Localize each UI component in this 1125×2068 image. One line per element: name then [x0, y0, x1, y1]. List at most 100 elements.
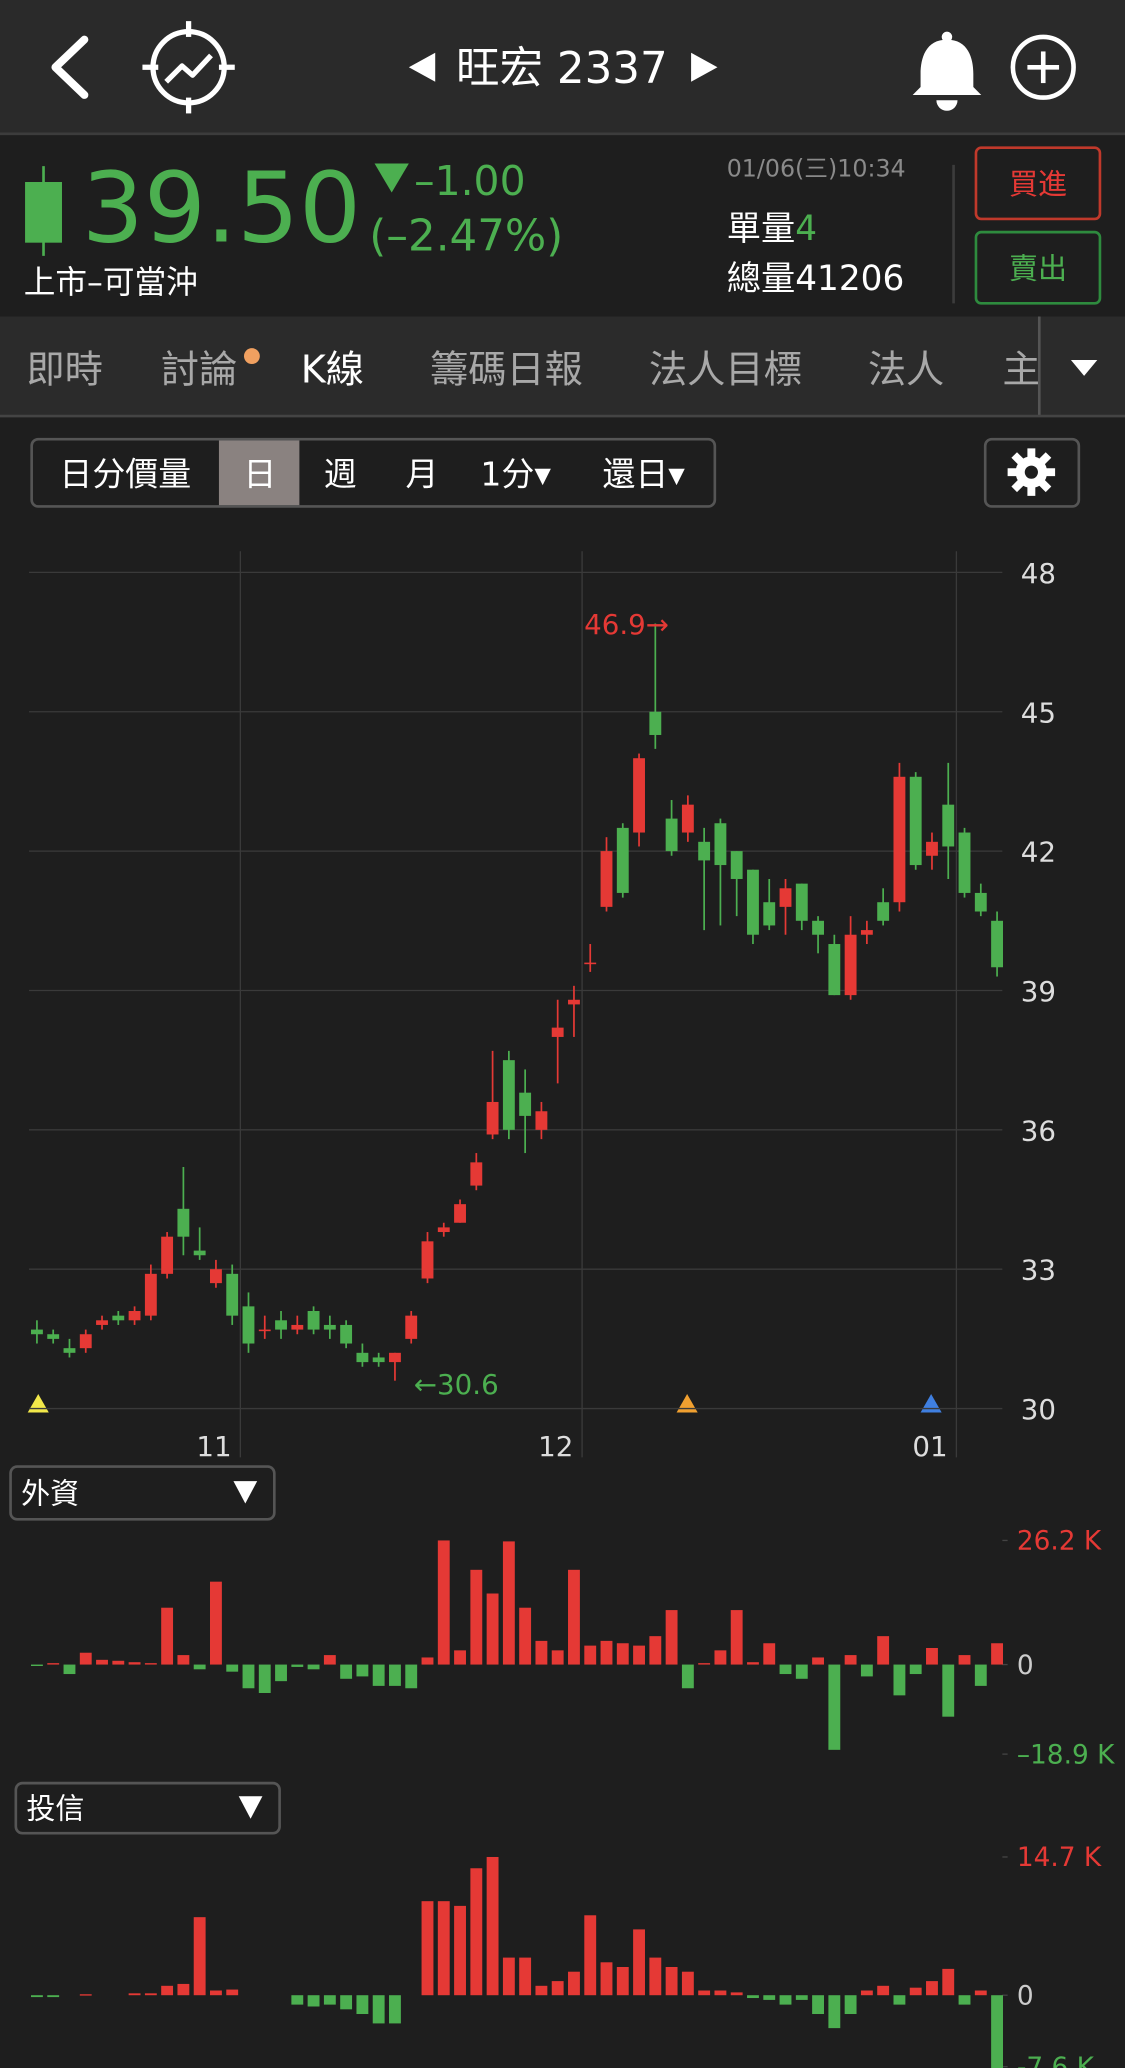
candle-body	[616, 827, 629, 893]
candle-body	[600, 851, 613, 907]
settings-button[interactable]	[983, 437, 1081, 508]
panel-arrow	[233, 1481, 258, 1504]
bar	[812, 1995, 824, 2015]
bar	[193, 1664, 206, 1670]
bar	[421, 1901, 434, 1996]
bar	[177, 1655, 190, 1665]
bar	[519, 1957, 532, 1996]
bar	[681, 1971, 694, 1996]
bar	[47, 1663, 60, 1665]
bar	[909, 1664, 922, 1675]
tab[interactable]: 主	[1002, 348, 1040, 392]
bar	[144, 1993, 157, 1996]
candle-body	[161, 1236, 174, 1274]
y-tick-label: 14.7 K	[1017, 1843, 1102, 1873]
analysis-icon[interactable]	[142, 21, 235, 114]
bar	[389, 1664, 401, 1686]
bar	[291, 1664, 304, 1667]
period[interactable]: 週	[324, 454, 357, 493]
panel-selector[interactable]	[14, 1781, 281, 1835]
candle-body	[486, 1101, 499, 1135]
bar	[730, 1610, 743, 1665]
back-button[interactable]	[51, 35, 89, 99]
bar	[30, 1664, 43, 1666]
candle-body	[844, 934, 857, 996]
add-button[interactable]	[1010, 34, 1076, 100]
bar	[714, 1650, 727, 1665]
unread-dot	[243, 348, 260, 365]
tab[interactable]: K線	[301, 348, 364, 392]
candle-body	[763, 902, 776, 926]
bar	[177, 1983, 190, 1996]
tab[interactable]: 即時	[26, 348, 102, 392]
periods: 日分價量 日 週 月 1分▾ 還日▾	[59, 454, 685, 493]
period[interactable]: 1分▾	[480, 454, 551, 493]
bar	[535, 1640, 548, 1665]
candle-body	[63, 1348, 76, 1353]
bar	[568, 1971, 580, 1996]
next-stock[interactable]	[691, 52, 718, 82]
bar	[991, 1643, 1004, 1665]
bar	[454, 1650, 466, 1665]
period[interactable]: 日	[243, 454, 276, 493]
bar	[584, 1915, 597, 1996]
bar	[616, 1643, 629, 1665]
period[interactable]: 日分價量	[59, 454, 191, 493]
bar	[161, 1985, 174, 1996]
x-tick-label: 01	[912, 1430, 947, 1463]
y-tick-label: –18.9 K	[1017, 1740, 1115, 1770]
sell-button[interactable]	[974, 230, 1102, 305]
bar	[340, 1664, 353, 1679]
bar	[226, 1989, 239, 1996]
gear-icon	[1007, 448, 1056, 496]
tab[interactable]: 討論	[161, 348, 237, 392]
period[interactable]: 還日▾	[602, 454, 685, 493]
alert-button[interactable]	[912, 31, 982, 111]
chart: 48 45 42 39 36 33 30 11 12 01 46.9→ ←30.6	[29, 551, 1056, 1463]
candle-body	[437, 1227, 450, 1233]
candle-body	[779, 888, 792, 907]
bar	[909, 1987, 922, 1996]
bar	[747, 1995, 759, 1999]
bar	[519, 1607, 532, 1665]
chart: 14.7 K 0 -7.6 K	[30, 1843, 1102, 2068]
bar	[307, 1995, 320, 2007]
tab[interactable]: 法人	[868, 348, 944, 392]
down-arrow	[374, 163, 409, 193]
candle-body	[747, 869, 759, 935]
bar	[763, 1643, 776, 1665]
candle-body	[909, 776, 922, 866]
period-selector	[30, 437, 717, 508]
prev-stock[interactable]	[408, 52, 436, 82]
tab-bar	[0, 316, 1125, 416]
bar	[633, 1645, 645, 1665]
bar	[860, 1664, 873, 1677]
candle-body	[519, 1092, 532, 1116]
bar	[942, 1968, 955, 1996]
candle-body	[991, 920, 1004, 968]
value: 4	[795, 209, 817, 249]
period[interactable]: 月	[406, 454, 439, 493]
panel-arrow	[238, 1796, 263, 1819]
tab[interactable]: 籌碼日報	[430, 348, 583, 392]
buy-button[interactable]	[974, 146, 1102, 221]
change-pct: (–2.47%)	[369, 212, 563, 262]
buy-label: 買進	[1009, 167, 1067, 201]
candle-body	[551, 1027, 564, 1037]
candle-body	[974, 892, 987, 912]
candle-body	[356, 1352, 369, 1363]
y-tick-label: 48	[1021, 557, 1056, 590]
candle-body	[96, 1320, 108, 1325]
panel-selector[interactable]	[9, 1465, 276, 1521]
bar	[144, 1663, 157, 1665]
bar	[128, 1662, 141, 1665]
candle-body	[584, 962, 597, 965]
bar	[79, 1994, 92, 1996]
tab[interactable]: 法人目標	[649, 348, 802, 392]
bar	[210, 1581, 222, 1665]
candle-body	[193, 1250, 206, 1256]
bar	[275, 1664, 287, 1682]
candle-body	[226, 1273, 239, 1316]
